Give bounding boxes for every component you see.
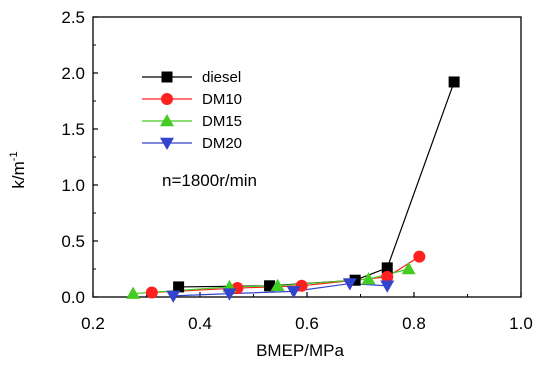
y-tick-label: 2.5 bbox=[61, 8, 85, 27]
data-point-dm20 bbox=[222, 288, 237, 301]
x-tick-label: 1.0 bbox=[509, 314, 533, 333]
data-point-dm15 bbox=[401, 262, 416, 275]
data-point-dm20 bbox=[342, 278, 357, 291]
plot-frame bbox=[92, 16, 522, 298]
legend-marker-dm15 bbox=[160, 114, 174, 127]
y-tick-label: 2.0 bbox=[61, 64, 85, 83]
data-point-dm20 bbox=[286, 286, 301, 299]
rpm-annotation: n=1800r/min bbox=[162, 171, 257, 190]
x-tick-label: 0.8 bbox=[402, 314, 426, 333]
x-axis-title: BMEP/MPa bbox=[256, 341, 344, 360]
ticks: 0.2 0.4 0.6 0.8 1.0 0.0 0.5 1.0 1.5 2.0 2.5 bbox=[61, 8, 532, 333]
legend-label-dm15: DM15 bbox=[202, 113, 242, 130]
data-point-dm20 bbox=[380, 280, 395, 293]
data-point-dm15 bbox=[361, 272, 376, 285]
data-point-diesel bbox=[173, 281, 185, 293]
legend-marker-diesel bbox=[161, 71, 173, 83]
x-tick-label: 0.6 bbox=[295, 314, 319, 333]
legend-label-diesel: diesel bbox=[202, 69, 241, 86]
y-tick-label: 1.5 bbox=[61, 120, 85, 139]
y-tick-label: 0.0 bbox=[61, 288, 85, 307]
data-point-dm20 bbox=[166, 290, 181, 303]
data-point-dm15 bbox=[126, 286, 141, 299]
data-point-diesel bbox=[264, 280, 276, 292]
legend-label-dm10: DM10 bbox=[202, 91, 242, 108]
legend-marker-dm10 bbox=[161, 93, 173, 105]
x-tick-label: 0.4 bbox=[188, 314, 212, 333]
data-point-dm10 bbox=[413, 250, 426, 263]
data-point-dm10 bbox=[145, 286, 158, 299]
y-axis-title: k/m-1 bbox=[8, 151, 28, 188]
data-point-diesel bbox=[381, 262, 393, 274]
data-point-dm15 bbox=[270, 278, 285, 292]
y-tick-label: 1.0 bbox=[61, 176, 85, 195]
x-tick-label: 0.2 bbox=[81, 314, 105, 333]
data-point-diesel bbox=[448, 76, 460, 88]
series-markers bbox=[126, 76, 460, 303]
y-axis-title-superscript: -1 bbox=[8, 151, 20, 161]
y-tick-label: 0.5 bbox=[61, 232, 85, 251]
legend-marker-dm20 bbox=[160, 137, 174, 150]
axes bbox=[92, 16, 522, 298]
legend: diesel DM10 DM15 DM20 bbox=[142, 69, 242, 152]
data-point-dm10 bbox=[381, 270, 394, 283]
legend-label-dm20: DM20 bbox=[202, 135, 242, 152]
y-axis-title-main: k/m bbox=[9, 161, 28, 188]
